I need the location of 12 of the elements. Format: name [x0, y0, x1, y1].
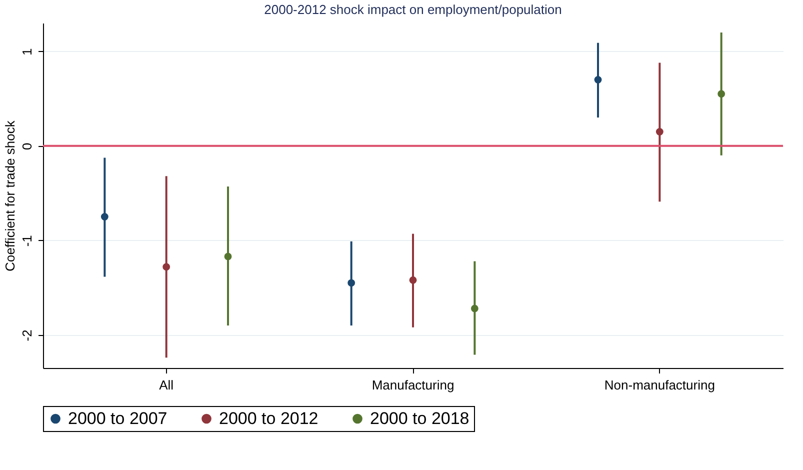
chart-title: 2000-2012 shock impact on employment/population [264, 2, 562, 17]
y-tick-label: -2 [20, 330, 34, 342]
y-tick-label: -1 [20, 235, 34, 247]
y-tick-label: 0 [20, 142, 34, 150]
x-tick-label: Manufacturing [372, 378, 454, 392]
x-tick-label: All [159, 378, 174, 392]
y-tick-label: 1 [20, 48, 34, 56]
legend-label: 2000 to 2018 [370, 408, 470, 428]
x-tick-label: Non-manufacturing [604, 378, 715, 392]
legend-label: 2000 to 2012 [219, 408, 318, 428]
legend-label: 2000 to 2007 [68, 408, 168, 428]
y-axis-title: Coefficient for trade shock [2, 120, 18, 272]
